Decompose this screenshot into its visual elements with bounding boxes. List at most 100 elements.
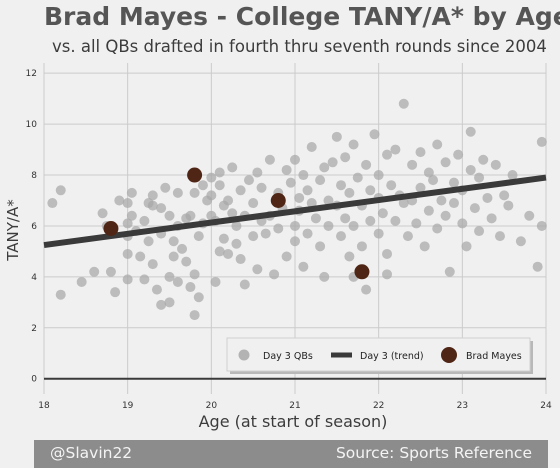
scatter-point xyxy=(243,175,254,186)
scatter-point xyxy=(310,213,321,224)
scatter-point xyxy=(340,152,351,163)
highlight-point xyxy=(103,221,119,236)
scatter-point xyxy=(298,261,309,272)
scatter-point xyxy=(126,187,137,198)
scatter-point xyxy=(164,271,175,282)
scatter-point xyxy=(168,236,179,247)
scatter-point xyxy=(415,182,426,193)
scatter-point xyxy=(423,167,434,178)
scatter-point xyxy=(440,210,451,221)
scatter-point xyxy=(490,159,501,170)
x-tick-labels: 18 19 20 21 22 23 24 xyxy=(38,401,552,411)
scatter-point xyxy=(344,187,355,198)
scatter-point xyxy=(135,251,146,262)
scatter-point xyxy=(227,208,238,219)
scatter-point xyxy=(323,195,334,206)
scatter-point xyxy=(252,167,263,178)
highlight-point xyxy=(354,264,370,280)
scatter-point xyxy=(164,297,175,308)
chart-subtitle: vs. all QBs drafted in fourth thru seven… xyxy=(52,37,547,56)
scatter-point xyxy=(290,236,300,247)
scatter-point xyxy=(223,248,234,259)
scatter-point xyxy=(532,261,543,272)
scatter-point xyxy=(465,126,476,137)
scatter-point xyxy=(336,231,347,242)
scatter-point xyxy=(290,220,300,231)
scatter-point xyxy=(89,266,100,277)
scatter-point xyxy=(432,223,443,234)
scatter-point xyxy=(302,228,313,239)
scatter-point xyxy=(206,190,217,201)
scatter-point xyxy=(264,154,275,165)
scatter-point xyxy=(214,167,225,178)
scatter-point xyxy=(239,279,250,290)
scatter-point xyxy=(315,175,326,186)
scatter-point xyxy=(260,228,271,239)
scatter-point xyxy=(122,248,133,259)
scatter-point xyxy=(122,274,133,285)
scatter-point xyxy=(465,164,476,175)
scatter-point xyxy=(294,192,305,203)
y-tick-labels: 0 2 4 6 8 10 12 xyxy=(26,69,38,385)
scatter-point xyxy=(206,172,217,183)
scatter-point xyxy=(164,210,175,221)
y-tick-label: 8 xyxy=(31,171,37,181)
trend-line xyxy=(43,174,547,249)
scatter-point xyxy=(423,205,434,216)
x-axis-label: Age (at start of season) xyxy=(199,412,388,431)
scatter-point xyxy=(302,185,313,196)
scatter-point xyxy=(189,187,200,198)
scatter-point xyxy=(536,220,547,231)
scatter-point xyxy=(248,231,259,242)
highlight-point xyxy=(187,167,203,183)
y-axis-label: TANY/A* xyxy=(4,199,22,262)
scatter-point xyxy=(122,218,133,229)
footer-bar: @Slavin22 Source: Sports Reference xyxy=(34,440,548,468)
scatter-point xyxy=(390,215,401,226)
scatter-point xyxy=(415,147,426,158)
scatter-point xyxy=(428,175,439,186)
scatter-point xyxy=(377,208,388,219)
scatter-point xyxy=(248,198,259,209)
scatter-point xyxy=(143,236,154,247)
scatter-point xyxy=(214,180,225,191)
scatter-point xyxy=(185,210,196,221)
scatter-point xyxy=(55,289,66,300)
scatter-point xyxy=(122,198,133,209)
scatter-point xyxy=(281,164,292,175)
y-tick-label: 6 xyxy=(31,222,37,232)
x-tick-label: 23 xyxy=(457,401,468,411)
scatter-point xyxy=(482,192,493,203)
footer-source: Source: Sports Reference xyxy=(335,444,532,462)
scatter-point xyxy=(524,210,535,221)
scatter-point xyxy=(494,231,505,242)
scatter-point xyxy=(440,157,451,168)
scatter-point xyxy=(352,172,363,183)
scatter-point xyxy=(319,271,330,282)
scatter-point xyxy=(252,264,263,275)
scatter-point xyxy=(177,243,188,254)
scatter-point xyxy=(156,299,167,310)
scatter-point xyxy=(365,215,376,226)
scatter-point xyxy=(407,159,418,170)
x-tick-label: 21 xyxy=(289,401,300,411)
scatter-point xyxy=(461,241,472,252)
scatter-point xyxy=(323,220,334,231)
scatter-point xyxy=(382,149,393,160)
x-tick-label: 19 xyxy=(122,401,134,411)
scatter-point xyxy=(285,177,296,188)
scatter-point xyxy=(340,213,351,224)
scatter-point xyxy=(382,269,393,280)
scatter-point xyxy=(172,187,183,198)
scatter-point xyxy=(114,195,125,206)
scatter-point xyxy=(319,162,330,173)
scatter-point xyxy=(507,170,518,181)
scatter-point xyxy=(231,238,242,249)
scatter-point xyxy=(189,269,200,280)
scatter-point xyxy=(411,218,422,229)
scatter-point xyxy=(290,154,300,165)
scatter-point xyxy=(55,185,66,196)
scatter-point xyxy=(474,226,485,237)
y-tick-label: 2 xyxy=(31,324,37,334)
footer-handle: @Slavin22 xyxy=(50,444,133,462)
